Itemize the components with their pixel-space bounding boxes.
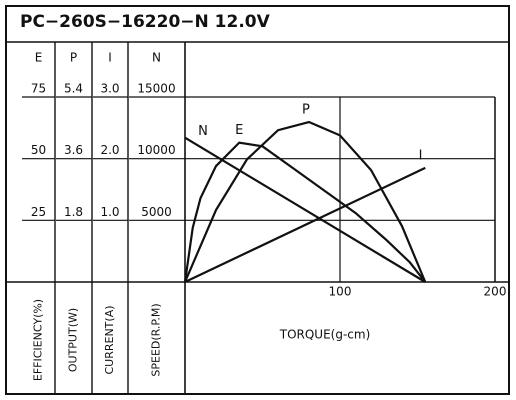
curve-label: E [235, 123, 243, 138]
curve [184, 136, 426, 283]
axis-header: E [35, 51, 43, 65]
outer-border [5, 5, 510, 395]
y-tick-label: 3.0 [100, 82, 119, 96]
y-tick-label: 1.0 [100, 205, 119, 219]
y-tick-label: 50 [31, 143, 46, 157]
curve-label: I [419, 148, 423, 163]
y-tick-label: 25 [31, 205, 46, 219]
y-tick-label: 5000 [141, 205, 172, 219]
axis-label: OUTPUT(W) [67, 308, 80, 372]
y-tick-label: 10000 [137, 143, 175, 157]
x-axis-label: TORQUE(g-cm) [279, 328, 371, 342]
axis-label: SPEED(R.P.M) [150, 303, 163, 376]
y-tick-label: 3.6 [64, 143, 83, 157]
y-tick-label: 1.8 [64, 205, 83, 219]
y-tick-label: 75 [31, 82, 46, 96]
y-tick-label: 15000 [137, 82, 175, 96]
axis-label: CURRENT(A) [103, 305, 116, 374]
curve [183, 120, 427, 283]
x-tick-label: 100 [329, 285, 352, 299]
axis-header: N [152, 51, 161, 65]
chart-title: PC−260S−16220−N 12.0V [20, 12, 271, 32]
curve-label: P [302, 103, 310, 118]
curve-label: N [198, 124, 208, 139]
axis-header: I [108, 51, 112, 65]
x-tick-label: 200 [484, 285, 507, 299]
y-tick-label: 5.4 [64, 82, 83, 96]
axis-label: EFFICIENCY(%) [32, 299, 45, 381]
curve [184, 166, 426, 283]
curve [183, 141, 427, 283]
axis-header: P [70, 51, 77, 65]
y-tick-label: 2.0 [100, 143, 119, 157]
